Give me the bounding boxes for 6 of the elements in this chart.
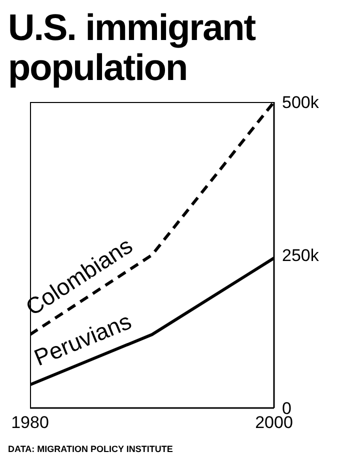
chart-title: U.S. immigrant population (8, 7, 257, 88)
text: DATA: MIGRATION POLICY INSTITUTE (8, 444, 174, 454)
x-tick-label: 2000 (255, 413, 293, 432)
x-tick-label: 1980 (11, 413, 49, 432)
y-tick-label: 500k (282, 93, 320, 112)
y-tick-label: 250k (282, 246, 320, 266)
